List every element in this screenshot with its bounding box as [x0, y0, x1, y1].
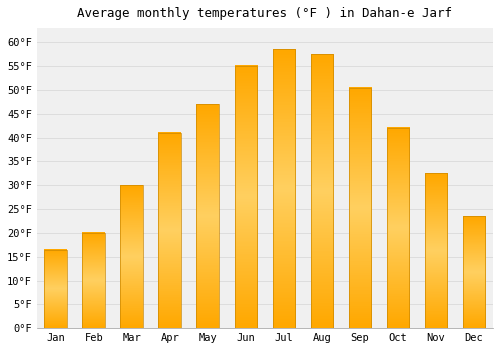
Title: Average monthly temperatures (°F ) in Dahan-e Jarf: Average monthly temperatures (°F ) in Da…	[78, 7, 452, 20]
